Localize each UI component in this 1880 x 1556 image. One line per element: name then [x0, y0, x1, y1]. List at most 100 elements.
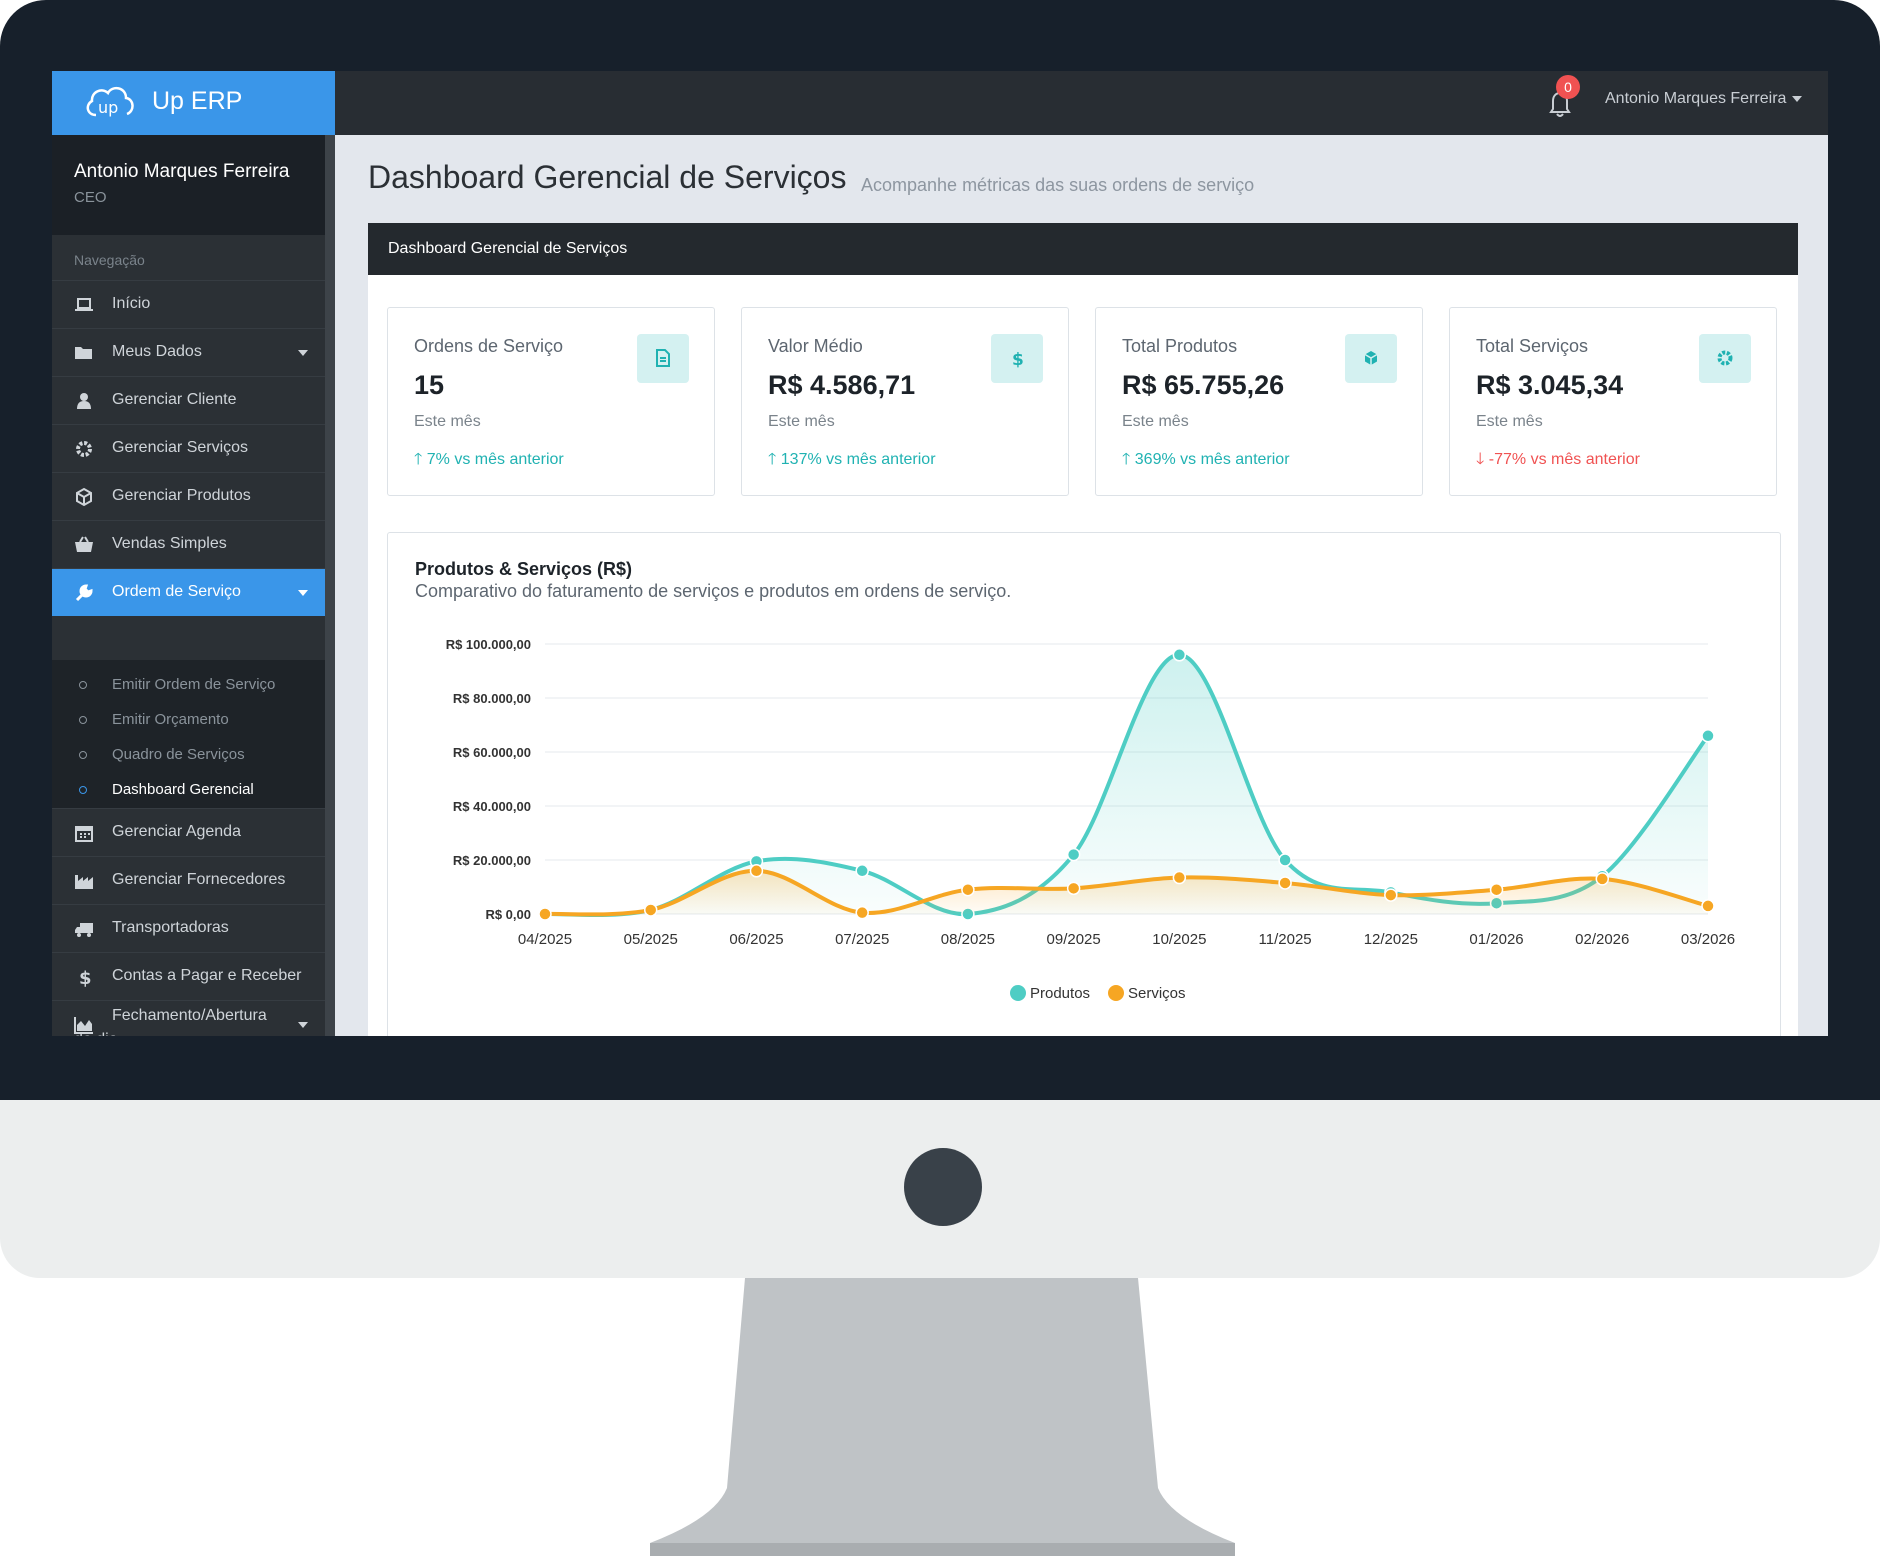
submenu-item-emitir-ordem[interactable]: Emitir Ordem de Serviço [52, 670, 325, 704]
gear-icon [1717, 350, 1733, 366]
x-tick-label: 06/2025 [729, 931, 783, 948]
data-point [1384, 888, 1398, 902]
circle-icon [79, 681, 87, 689]
sidebar-item-vendas-simples[interactable]: Vendas Simples [52, 520, 325, 568]
screen: up Up ERP 0 Antonio Marques Ferreira Ant… [52, 71, 1828, 1036]
document-icon [656, 349, 670, 367]
sidebar-item-transportadoras[interactable]: Transportadoras [52, 904, 325, 952]
chevron-down-icon [298, 590, 308, 596]
x-tick-label: 12/2025 [1364, 931, 1418, 948]
data-point [855, 905, 869, 920]
data-point [538, 907, 552, 921]
y-tick-label: R$ 40.000,00 [453, 799, 531, 814]
sidebar-item-ordem-de-servico[interactable]: Ordem de Serviço [52, 568, 325, 616]
submenu-item-label: Dashboard Gerencial [112, 781, 254, 798]
stat-icon-box [637, 334, 689, 383]
brand-logo[interactable]: up Up ERP [52, 71, 335, 135]
data-point [1172, 648, 1187, 662]
data-point [749, 864, 764, 878]
sidebar-scrollbar[interactable] [325, 135, 335, 1036]
sidebar-item-gerenciar-agenda[interactable]: Gerenciar Agenda [52, 808, 325, 856]
stat-icon-box: $ [991, 334, 1043, 383]
cube-icon [76, 487, 92, 507]
sidebar-item-label: Gerenciar Serviços [112, 439, 249, 456]
app-name: Up ERP [152, 87, 243, 115]
user-icon [77, 393, 91, 409]
submenu-item-label: Quadro de Serviços [112, 746, 245, 763]
arrow-up-icon: 🡑 [768, 451, 777, 468]
stat-trend-text: 137% vs mês anterior [780, 451, 936, 468]
stat-title: Ordens de Serviço [414, 336, 564, 356]
stat-value: R$ 3.045,34 [1476, 370, 1624, 400]
stat-title: Total Produtos [1122, 336, 1238, 356]
data-point [961, 882, 975, 897]
data-point [643, 903, 658, 917]
sidebar-item-gerenciar-cliente[interactable]: Gerenciar Cliente [52, 376, 325, 424]
x-tick-label: 05/2025 [624, 931, 678, 948]
data-point [1172, 870, 1187, 885]
chart-subtitle: Comparativo do faturamento de serviços e… [415, 581, 1012, 601]
stat-trend-text: -77% vs mês anterior [1488, 451, 1640, 468]
stat-card-ordens: Ordens de Serviço 15 Este mês 🡑 7% vs mê… [387, 307, 715, 496]
circle-icon [79, 751, 87, 759]
y-tick-label: R$ 0,00 [485, 907, 531, 922]
monitor-stand [650, 1278, 1235, 1556]
line-chart: R$ 0,00 R$ 20.000,00 R$ 40.000,00 R$ 60.000… [446, 637, 1735, 1002]
y-tick-label: R$ 20.000,00 [453, 853, 531, 868]
main-content: Dashboard Gerencial de Serviços Acompanh… [335, 135, 1828, 1036]
cloud-logo-icon: up [86, 86, 134, 117]
folder-icon [75, 347, 92, 359]
submenu-item-quadro-servicos[interactable]: Quadro de Serviços [52, 740, 325, 774]
sidebar-item-label: Gerenciar Fornecedores [112, 871, 286, 888]
area-chart-icon [74, 1017, 93, 1034]
arrow-up-icon: 🡑 [414, 451, 423, 468]
stat-card-total-servicos: Total Serviços R$ 3.045,34 Este mês 🡓 -7… [1449, 307, 1777, 496]
gear-icon [76, 441, 92, 457]
sidebar-item-inicio[interactable]: Início [52, 280, 325, 328]
x-tick-label: 09/2025 [1047, 931, 1101, 948]
data-point [1066, 847, 1081, 862]
data-point [1595, 872, 1610, 886]
x-tick-label: 01/2026 [1469, 931, 1523, 948]
submenu-item-emitir-orcamento[interactable]: Emitir Orçamento [52, 705, 325, 739]
sidebar-profile: Antonio Marques Ferreira CEO [52, 135, 325, 235]
sidebar-item-label: Contas a Pagar e Receber [112, 967, 302, 984]
x-tick-label: 08/2025 [941, 931, 995, 948]
stat-period: Este mês [1122, 413, 1189, 430]
legend-marker [1010, 985, 1026, 1001]
legend-label: Produtos [1030, 985, 1090, 1002]
submenu-item-label: Emitir Ordem de Serviço [112, 676, 276, 693]
sidebar-item-gerenciar-servicos[interactable]: Gerenciar Serviços [52, 424, 325, 472]
sidebar-item-label: Gerenciar Produtos [112, 487, 251, 504]
sidebar-item-contas[interactable]: $ Contas a Pagar e Receber [52, 952, 325, 1000]
submenu-item-dashboard-gerencial[interactable]: Dashboard Gerencial [52, 775, 325, 809]
legend-marker [1108, 985, 1124, 1001]
data-point [1701, 729, 1715, 743]
stat-trend-text: 7% vs mês anterior [426, 451, 564, 468]
stat-title: Total Serviços [1476, 336, 1589, 356]
series-area [545, 654, 1708, 916]
sidebar-item-fechamento[interactable]: Fechamento/Abertura do dia [52, 1000, 325, 1036]
sidebar-item-meus-dados[interactable]: Meus Dados [52, 328, 325, 376]
stat-value: 15 [414, 370, 445, 400]
sidebar-item-gerenciar-produtos[interactable]: Gerenciar Produtos [52, 472, 325, 520]
panel-header: Dashboard Gerencial de Serviços [368, 223, 1798, 275]
sidebar: Antonio Marques Ferreira CEO Navegação I… [52, 135, 335, 1036]
sidebar-item-gerenciar-fornecedores[interactable]: Gerenciar Fornecedores [52, 856, 325, 904]
profile-name: Antonio Marques Ferreira [74, 161, 290, 182]
laptop-icon [75, 298, 93, 311]
svg-text:$: $ [1012, 350, 1024, 368]
notification-badge: 0 [1556, 75, 1580, 99]
chevron-down-icon [298, 350, 308, 356]
data-point [855, 864, 869, 878]
sidebar-item-label: Vendas Simples [112, 535, 227, 552]
x-tick-label: 11/2025 [1259, 931, 1312, 948]
stat-card-valor-medio: Valor Médio R$ 4.586,71 Este mês 🡑 137% … [741, 307, 1069, 496]
stat-trend-text: 369% vs mês anterior [1134, 451, 1290, 468]
user-menu[interactable]: Antonio Marques Ferreira [1605, 90, 1803, 108]
nav-heading: Navegação [74, 252, 145, 268]
stat-title: Valor Médio [768, 336, 863, 356]
x-tick-label: 07/2025 [835, 931, 889, 948]
sidebar-item-label: Fechamento/Abertura do dia [74, 1007, 267, 1036]
page-subtitle: Acompanhe métricas das suas ordens de se… [861, 175, 1255, 195]
